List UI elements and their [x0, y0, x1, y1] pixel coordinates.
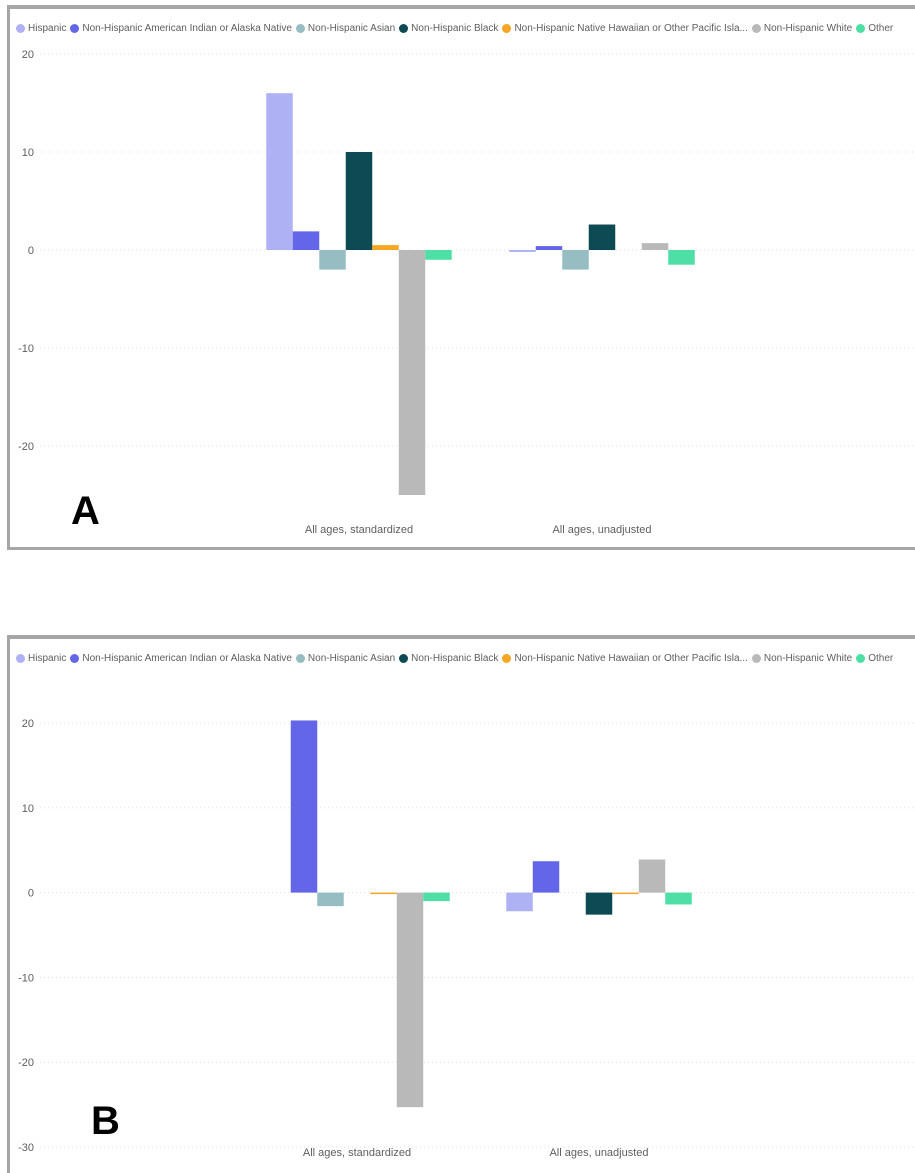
y-tick-label: -20 — [18, 441, 34, 453]
legend-item[interactable]: Non-Hispanic Native Hawaiian or Other Pa… — [502, 653, 748, 664]
legend-label: Non-Hispanic Native Hawaiian or Other Pa… — [514, 653, 748, 664]
legend-dot-icon — [856, 24, 866, 33]
bar[interactable] — [317, 892, 344, 907]
legend-item[interactable]: Hispanic — [16, 23, 66, 34]
bar[interactable] — [266, 93, 293, 250]
legend-item[interactable]: Non-Hispanic Black — [399, 23, 498, 34]
legend-label: Non-Hispanic Native Hawaiian or Other Pa… — [514, 23, 748, 34]
legend-dot-icon — [751, 654, 761, 663]
legend-item[interactable]: Non-Hispanic American Indian or Alaska N… — [70, 23, 292, 34]
legend-label: Hispanic — [28, 23, 67, 34]
y-tick-label: -30 — [18, 1142, 34, 1154]
bar[interactable] — [509, 250, 536, 252]
x-category-label: All ages, unadjusted — [552, 524, 651, 536]
y-tick-label: -10 — [18, 972, 34, 984]
chart-panel-b: Hispanic Non-Hispanic American Indian or … — [7, 635, 915, 1173]
bar[interactable] — [396, 892, 424, 1108]
chart-panel-a: Hispanic Non-Hispanic American Indian or … — [7, 5, 915, 550]
bar[interactable] — [665, 892, 692, 905]
legend-label: Non-Hispanic Asian — [307, 23, 396, 34]
legend-label: Non-Hispanic American Indian or Alaska N… — [82, 23, 292, 34]
legend-label: Other — [868, 653, 894, 664]
legend-label: Non-Hispanic White — [763, 23, 853, 34]
bar[interactable] — [532, 861, 560, 893]
legend-item[interactable]: Non-Hispanic White — [751, 653, 853, 664]
x-category-label: All ages, unadjusted — [549, 1147, 648, 1159]
legend: Hispanic Non-Hispanic American Indian or … — [16, 23, 897, 34]
bar[interactable] — [641, 243, 669, 250]
legend-dot-icon — [295, 24, 305, 33]
legend-item[interactable]: Non-Hispanic Asian — [295, 23, 396, 34]
legend-item[interactable]: Hispanic — [16, 653, 66, 664]
y-tick-label: 10 — [22, 803, 34, 815]
legend-dot-icon — [16, 24, 25, 33]
legend-dot-icon — [856, 654, 866, 663]
legend-item[interactable]: Other — [856, 653, 893, 664]
bar[interactable] — [372, 245, 399, 250]
bar[interactable] — [319, 250, 346, 270]
y-tick-label: -20 — [18, 1057, 34, 1069]
bar[interactable] — [423, 892, 450, 902]
y-tick-label: 10 — [22, 147, 34, 159]
bar[interactable] — [535, 246, 563, 250]
legend-dot-icon — [70, 24, 80, 33]
legend-item[interactable]: Non-Hispanic White — [751, 23, 853, 34]
legend-dot-icon — [399, 24, 409, 33]
legend-dot-icon — [751, 24, 761, 33]
chart-plot: 20 10 0 -10 -20 All ages, standardized All age… — [18, 49, 915, 536]
bar[interactable] — [588, 224, 616, 250]
panel-letter: B — [91, 1099, 120, 1143]
legend-item[interactable]: Non-Hispanic Native Hawaiian or Other Pa… — [502, 23, 748, 34]
legend-label: Non-Hispanic American Indian or Alaska N… — [82, 653, 292, 664]
y-tick-label: 0 — [28, 888, 34, 900]
legend-label: Non-Hispanic Asian — [307, 653, 396, 664]
legend-dot-icon — [502, 654, 512, 663]
legend: Hispanic Non-Hispanic American Indian or … — [16, 653, 897, 664]
y-tick-label: 0 — [28, 245, 34, 257]
bar[interactable] — [585, 892, 613, 915]
legend-item[interactable]: Other — [856, 23, 893, 34]
y-tick-label: 20 — [22, 718, 34, 730]
legend-label: Non-Hispanic Black — [411, 23, 499, 34]
bar[interactable] — [290, 720, 318, 893]
legend-dot-icon — [16, 654, 25, 663]
legend-item[interactable]: Non-Hispanic American Indian or Alaska N… — [70, 653, 292, 664]
legend-label: Non-Hispanic White — [763, 653, 853, 664]
legend-dot-icon — [502, 24, 512, 33]
bar[interactable] — [398, 250, 426, 495]
bar[interactable] — [612, 892, 639, 895]
y-tick-label: -10 — [18, 343, 34, 355]
legend-dot-icon — [295, 654, 305, 663]
x-category-label: All ages, standardized — [305, 524, 413, 536]
bar[interactable] — [292, 231, 320, 250]
bar[interactable] — [562, 250, 589, 270]
legend-label: Non-Hispanic Black — [411, 653, 499, 664]
bar[interactable] — [370, 892, 397, 895]
legend-dot-icon — [399, 654, 409, 663]
y-tick-label: 20 — [22, 49, 34, 61]
panel-letter: A — [71, 489, 100, 533]
legend-label: Other — [868, 23, 894, 34]
legend-item[interactable]: Non-Hispanic Asian — [295, 653, 396, 664]
chart-plot: 20 10 0 -10 -20 -30 All ages, standardized All … — [18, 718, 915, 1159]
bar[interactable] — [506, 892, 533, 912]
bar[interactable] — [668, 250, 695, 265]
bar[interactable] — [345, 152, 373, 250]
x-category-label: All ages, standardized — [303, 1147, 411, 1159]
legend-label: Hispanic — [28, 653, 67, 664]
bar[interactable] — [425, 250, 452, 260]
legend-dot-icon — [70, 654, 80, 663]
legend-item[interactable]: Non-Hispanic Black — [399, 653, 498, 664]
bar[interactable] — [638, 859, 666, 893]
